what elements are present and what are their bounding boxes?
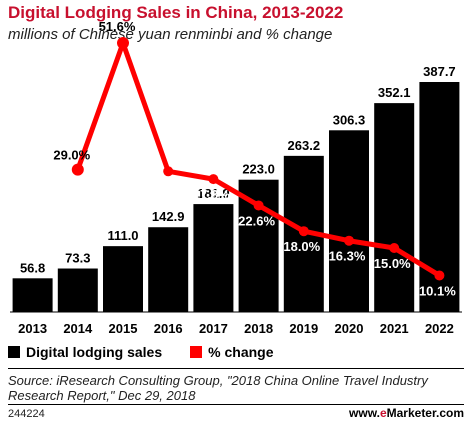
legend-label-bars: Digital lodging sales <box>26 344 163 360</box>
x-tick-label: 2016 <box>154 321 183 336</box>
bar <box>193 204 234 312</box>
legend-label-line: % change <box>208 344 274 360</box>
bar-data-label: 142.9 <box>152 209 185 224</box>
line-data-label: 22.6% <box>238 213 275 228</box>
bar <box>12 278 53 312</box>
line-point <box>344 235 354 246</box>
legend-item-line: % change <box>190 344 274 360</box>
brand-e: e <box>379 406 387 420</box>
legend-swatch-bars <box>8 346 20 358</box>
x-tick-label: 2014 <box>63 321 93 336</box>
line-data-label: 51.6% <box>99 19 136 34</box>
legend-item-bars: Digital lodging sales <box>8 344 162 360</box>
line-data-label: 27.3% <box>193 187 230 202</box>
divider <box>8 404 464 405</box>
bar-data-label: 56.8 <box>20 260 45 275</box>
bar-data-label: 73.3 <box>65 251 90 266</box>
bar-data-label: 263.2 <box>288 138 321 153</box>
line-series: 29.0% 51.6% 28.7% 27.3% 22.6% 18.0% 16.3% 15.0%… <box>53 19 456 298</box>
x-tick-label: 2019 <box>289 321 318 336</box>
bar <box>148 227 189 312</box>
brand-rest: Marketer.com <box>386 406 464 420</box>
chart-title: Digital Lodging Sales in China, 2013-202… <box>8 3 344 22</box>
x-tick-label: 2020 <box>335 321 364 336</box>
x-tick-label: 2018 <box>244 321 273 336</box>
bar-data-label: 306.3 <box>333 112 366 127</box>
line-point <box>298 226 309 237</box>
legend-swatch-line <box>190 346 203 358</box>
line-point <box>71 163 84 176</box>
line-point <box>208 174 219 185</box>
brand-logo: www.eMarketer.com <box>349 406 464 420</box>
source-note: Source: iResearch Consulting Group, "201… <box>8 373 428 403</box>
line-point <box>253 200 264 211</box>
bar <box>374 103 415 313</box>
line-data-label: 10.1% <box>419 283 456 298</box>
x-tick-label: 2021 <box>380 321 409 336</box>
chart-subtitle: millions of Chinese yuan renminbi and % … <box>8 26 333 43</box>
x-tick-label: 2017 <box>199 321 228 336</box>
bar-data-label: 223.0 <box>242 162 275 177</box>
bar-data-label: 181.9 <box>197 186 230 201</box>
x-axis: 2013 2014 2015 2016 2017 2018 2019 2020 2021 2022 <box>10 311 462 336</box>
x-tick-label: 2013 <box>18 321 47 336</box>
bar-series: 56.8 73.3 111.0 142.9 181.9 223.0 263.2 306.3 35… <box>12 64 460 313</box>
x-tick-label: 2015 <box>109 321 138 336</box>
bar <box>329 130 369 312</box>
brand-prefix: www. <box>349 406 380 420</box>
line-point <box>117 37 129 50</box>
line-point <box>389 243 400 253</box>
line-data-label: 16.3% <box>329 249 366 264</box>
chart-id: 244224 <box>8 408 45 420</box>
line-point <box>434 270 445 281</box>
line-data-label: 15.0% <box>374 256 411 271</box>
combo-chart: 56.8 73.3 111.0 142.9 181.9 223.0 263.2 306.3 35… <box>10 19 462 336</box>
x-tick-label: 2022 <box>425 321 454 336</box>
line-point <box>163 166 174 177</box>
legend: Digital lodging sales % change <box>8 344 302 360</box>
bar <box>57 268 98 312</box>
bar-data-label: 387.7 <box>423 64 456 79</box>
line-data-label: 29.0% <box>53 148 90 163</box>
line-data-label: 18.0% <box>283 239 320 254</box>
divider <box>8 368 464 369</box>
bar-data-label: 352.1 <box>378 85 411 100</box>
bar <box>103 246 143 312</box>
bar-data-label: 111.0 <box>107 228 138 243</box>
line-data-label: 28.7% <box>148 179 185 194</box>
